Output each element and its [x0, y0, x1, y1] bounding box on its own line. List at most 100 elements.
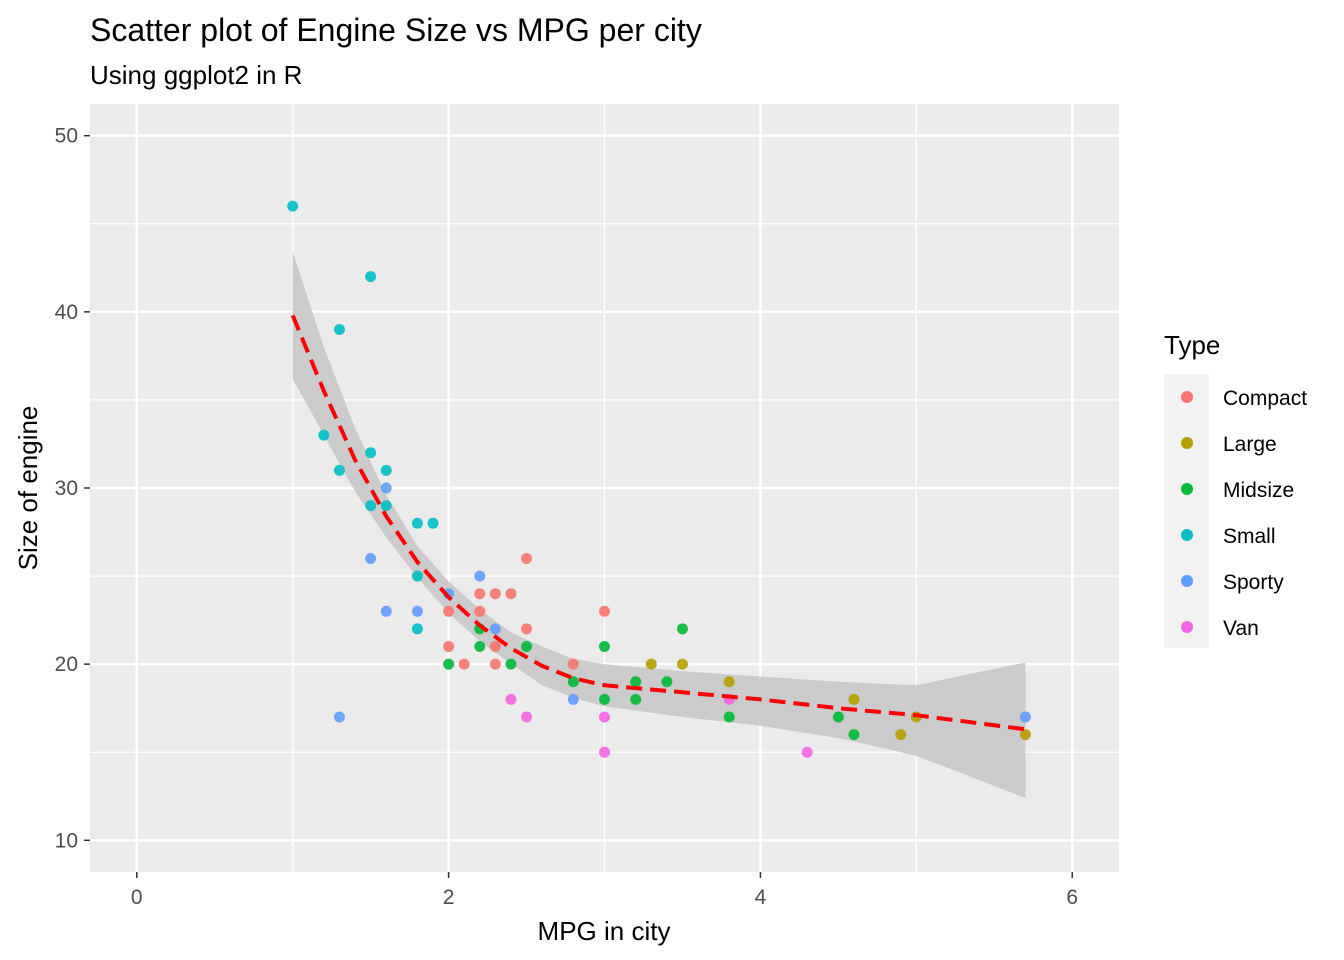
legend-item-sporty: Sporty — [1181, 571, 1284, 594]
data-point — [411, 517, 423, 529]
data-point — [474, 570, 486, 582]
data-point — [661, 676, 673, 688]
data-point — [443, 605, 455, 617]
series-compact — [443, 552, 610, 670]
data-point — [380, 605, 392, 617]
series-midsize — [443, 623, 860, 741]
data-point — [723, 676, 735, 688]
y-tick-label: 20 — [55, 653, 78, 676]
data-point — [645, 658, 657, 670]
x-axis-title: MPG in city — [538, 916, 671, 946]
data-point — [318, 429, 330, 441]
data-point — [848, 693, 860, 705]
y-tick-label: 30 — [55, 477, 78, 500]
legend-key — [1181, 621, 1193, 633]
data-point — [380, 482, 392, 494]
data-point — [443, 641, 455, 653]
data-point — [505, 658, 517, 670]
data-point — [474, 641, 486, 653]
trend-line-layer — [290, 314, 1026, 732]
data-point — [365, 552, 377, 564]
data-point — [599, 605, 610, 617]
data-point — [723, 711, 735, 723]
data-point — [458, 658, 470, 670]
data-point — [676, 658, 688, 670]
data-point — [489, 658, 501, 670]
data-point — [333, 711, 345, 723]
legend-label: Small — [1223, 525, 1276, 548]
data-point — [676, 623, 688, 635]
gridlines — [90, 104, 1119, 872]
legend-key — [1181, 529, 1193, 541]
data-point — [365, 500, 377, 512]
y-axis-title: Size of engine — [13, 406, 43, 571]
legend-key — [1181, 575, 1193, 587]
data-point — [599, 641, 610, 653]
data-point — [567, 693, 579, 705]
data-point — [630, 676, 642, 688]
data-point — [489, 588, 501, 600]
legend-key — [1181, 437, 1193, 449]
legend-item-small: Small — [1181, 525, 1276, 548]
data-point — [630, 693, 642, 705]
y-tick-label: 40 — [55, 301, 78, 324]
legend-key — [1181, 483, 1193, 495]
data-point — [380, 464, 392, 476]
legend-label: Van — [1223, 617, 1259, 640]
data-point — [505, 693, 517, 705]
data-point — [1019, 711, 1031, 723]
data-point — [474, 588, 486, 600]
data-point — [443, 658, 455, 670]
chart-subtitle: Using ggplot2 in R — [90, 60, 302, 90]
series-small — [287, 200, 439, 635]
data-point — [521, 552, 533, 564]
chart-title: Scatter plot of Engine Size vs MPG per c… — [90, 12, 702, 48]
data-point — [848, 729, 860, 741]
legend-item-large: Large — [1181, 433, 1277, 456]
data-point — [411, 605, 423, 617]
legend-label: Large — [1223, 433, 1277, 456]
data-point — [801, 746, 813, 758]
legend-label: Compact — [1223, 387, 1307, 410]
axis-ticks: 0 2 4 6 10 20 30 40 50 — [55, 125, 1078, 909]
trend-line — [290, 314, 1026, 732]
x-tick-label: 2 — [443, 886, 455, 909]
data-point — [380, 500, 392, 512]
y-tick-label: 50 — [55, 125, 78, 148]
data-point — [365, 271, 377, 283]
legend-item-compact: Compact — [1181, 387, 1307, 410]
data-point — [832, 711, 844, 723]
legend-label: Midsize — [1223, 479, 1294, 502]
data-point — [895, 729, 907, 741]
x-tick-label: 4 — [755, 886, 767, 909]
data-point — [521, 623, 533, 635]
data-point — [521, 711, 533, 723]
data-point — [489, 623, 501, 635]
data-point — [505, 588, 517, 600]
legend-title: Type — [1164, 330, 1220, 360]
legend-item-van: Van — [1181, 617, 1259, 640]
data-point — [1019, 729, 1031, 741]
data-point — [599, 746, 610, 758]
y-tick-label: 10 — [55, 829, 78, 852]
data-point — [474, 605, 486, 617]
legend-key-background — [1164, 374, 1209, 648]
data-point — [287, 200, 299, 212]
legend: Type Compact Large Midsize Small Sporty Van — [1164, 330, 1307, 648]
data-points — [287, 200, 1031, 758]
data-point — [427, 517, 439, 529]
series-sporty — [333, 482, 1031, 723]
data-point — [599, 693, 610, 705]
data-point — [489, 641, 501, 653]
data-point — [567, 658, 579, 670]
data-point — [521, 641, 533, 653]
data-point — [411, 623, 423, 635]
data-point — [365, 447, 377, 459]
legend-key — [1181, 391, 1193, 403]
legend-item-midsize: Midsize — [1181, 479, 1294, 502]
legend-label: Sporty — [1223, 571, 1284, 594]
data-point — [411, 570, 423, 582]
data-point — [599, 711, 610, 723]
data-point — [333, 464, 345, 476]
